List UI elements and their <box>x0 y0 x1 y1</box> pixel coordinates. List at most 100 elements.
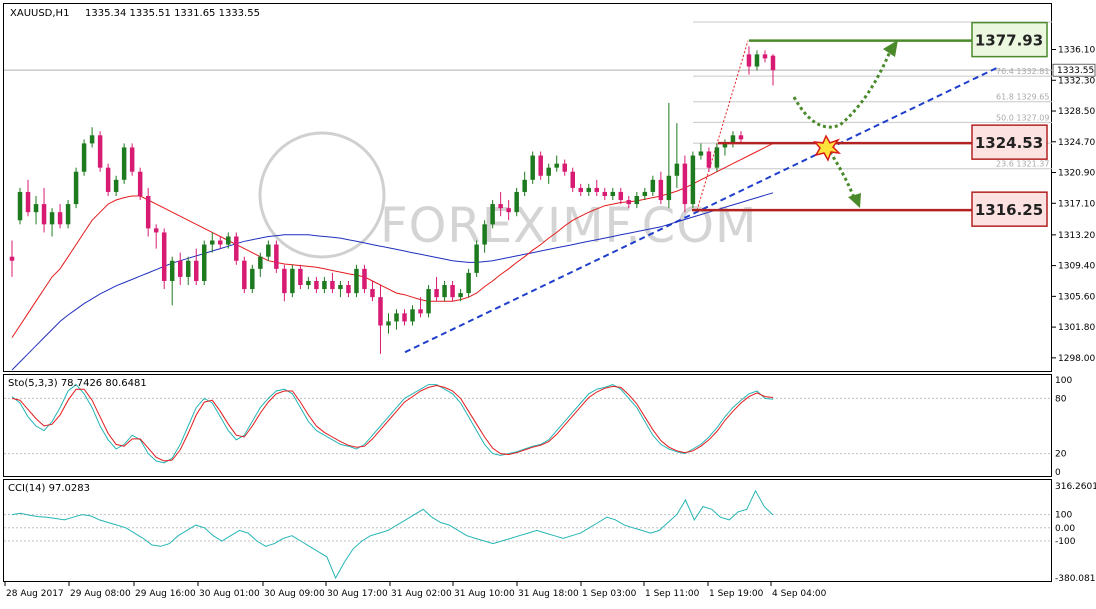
candle-body <box>33 204 39 213</box>
chart-ohlc-label: 1335.34 1335.51 1331.65 1333.55 <box>85 8 260 19</box>
candle-body <box>722 143 728 148</box>
candle-body <box>330 280 335 290</box>
fibonacci-level-label: 61.8 1329.65 <box>996 93 1049 102</box>
candle-body <box>642 191 648 196</box>
time-axis-label: 31 Aug 10:00 <box>454 589 515 599</box>
candle-body <box>202 244 207 281</box>
stochastic-axis-label: 80 <box>1055 394 1067 404</box>
candle-body <box>730 135 736 144</box>
candle-body <box>498 204 503 209</box>
time-axis-label: 30 Aug 01:00 <box>199 589 260 599</box>
candle-body <box>169 260 175 281</box>
candle-body <box>185 260 191 277</box>
time-axis-label: 1 Sep 19:00 <box>709 589 764 599</box>
level-label-text: 1324.53 <box>975 134 1043 152</box>
candle-body <box>145 196 151 229</box>
time-axis-label: 30 Aug 17:00 <box>327 589 388 599</box>
candle-body <box>530 155 535 180</box>
fibonacci-level-label: 50.0 1327.09 <box>996 113 1049 122</box>
time-axis-label: 1 Sep 11:00 <box>645 589 700 599</box>
candle-body <box>570 171 575 188</box>
candle-body <box>490 204 495 225</box>
price-axis-label: 1305.60 <box>1058 292 1095 302</box>
candle-body <box>250 268 255 290</box>
candle-body <box>153 228 159 233</box>
candle-body <box>578 187 583 192</box>
time-axis-label: 28 Aug 2017 <box>6 589 64 599</box>
cci-panel-frame <box>3 479 1052 582</box>
candle-body <box>434 289 439 298</box>
time-axis-label: 4 Sep 04:00 <box>772 589 827 599</box>
stochastic-signal-line <box>11 384 774 462</box>
cci-indicator-label: CCI(14) 97.0283 <box>8 483 90 494</box>
candle-body <box>370 289 375 298</box>
candle-body <box>177 260 183 277</box>
candle-body <box>586 187 592 192</box>
candle-body <box>602 191 608 196</box>
candle-body <box>610 191 616 196</box>
price-axis-label: 1301.80 <box>1058 323 1095 333</box>
current-price-label: 1333.55 <box>1057 66 1094 76</box>
price-axis-label: 1313.20 <box>1058 231 1095 241</box>
candle-body <box>49 212 55 225</box>
time-axis-label: 30 Aug 09:00 <box>264 589 325 599</box>
candle-body <box>17 191 23 221</box>
candle-body <box>137 171 143 196</box>
candle-body <box>698 151 704 156</box>
candle-body <box>338 285 343 290</box>
candle-body <box>714 147 720 168</box>
cci-line <box>11 489 774 580</box>
chart-symbol-label: XAUUSD,H1 <box>10 8 69 19</box>
candle-body <box>57 212 63 225</box>
watermark-logo-icon <box>258 131 386 259</box>
time-axis-label: 1 Sep 03:00 <box>582 589 637 599</box>
candle-body <box>282 268 287 294</box>
candle-body <box>226 236 231 245</box>
cci-axis-label: -380.0819 <box>1055 574 1096 584</box>
candle-body <box>634 196 640 205</box>
level-label-box <box>971 21 1048 58</box>
candle-body <box>666 175 672 201</box>
candle-body <box>762 54 768 59</box>
candle-body <box>81 143 87 172</box>
candle-body <box>402 313 407 322</box>
bearish-arrow-head-icon <box>848 193 861 208</box>
watermark-text: FOREXIMF.COM <box>380 198 757 254</box>
candle-body <box>73 171 79 205</box>
level-label-box <box>971 191 1048 227</box>
candle-body <box>298 268 303 286</box>
main-panel-frame <box>3 3 1052 372</box>
candle-body <box>482 224 487 245</box>
candle-body <box>242 260 247 290</box>
candle-body <box>658 179 664 201</box>
bullish-arrow-head-icon <box>883 40 898 57</box>
stochastic-axis-label: 20 <box>1055 450 1067 460</box>
candle-body <box>754 54 760 67</box>
candle-body <box>386 321 391 326</box>
candle-body <box>210 240 215 245</box>
candle-body <box>554 163 559 168</box>
candle-body <box>450 285 455 298</box>
candle-body <box>314 280 319 290</box>
price-axis-label: 1320.90 <box>1058 169 1095 179</box>
candle-body <box>113 179 119 192</box>
level-label-text: 1316.25 <box>975 201 1043 219</box>
candle-body <box>410 309 415 322</box>
level-label-text: 1377.93 <box>975 32 1043 50</box>
candle-body <box>618 191 624 201</box>
candle-body <box>442 285 447 298</box>
price-axis-label: 1298.00 <box>1058 354 1095 364</box>
candle-body <box>626 200 632 205</box>
price-axis-label: 1309.40 <box>1058 262 1095 272</box>
breakout-burst-icon <box>813 134 842 162</box>
stoch-indicator-label: Sto(5,3,3) 78.7426 80.6481 <box>8 378 147 389</box>
cci-axis-label: 316.2601 <box>1055 482 1096 492</box>
candle-body <box>105 167 111 192</box>
candle-body <box>97 135 103 168</box>
candle-body <box>9 256 15 261</box>
candle-body <box>674 163 680 176</box>
candle-body <box>474 244 479 273</box>
candle-body <box>538 155 543 176</box>
